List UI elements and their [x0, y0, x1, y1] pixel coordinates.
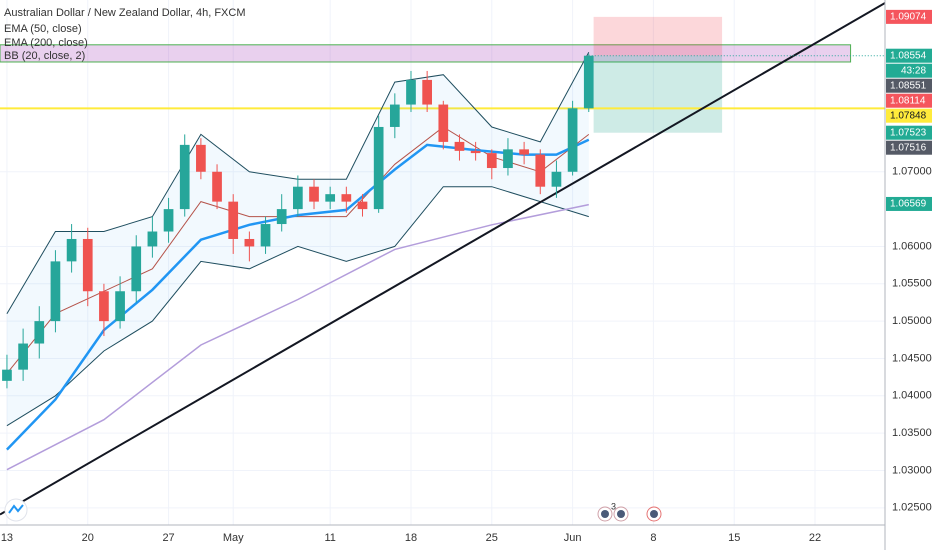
candle-body [131, 246, 142, 292]
price-label: 1.07848 [890, 110, 927, 121]
candle-body [212, 171, 222, 202]
candle-body [2, 369, 12, 381]
x-tick-label: May [223, 532, 244, 544]
events-badge: 3 [611, 501, 616, 511]
candle-body [309, 186, 319, 202]
candle-body [179, 144, 190, 210]
price-label-bg [886, 125, 932, 140]
candle-body [454, 141, 465, 151]
bb-lower [6, 186, 589, 427]
x-tick-label: 13 [1, 532, 13, 544]
x-tick-label: Jun [564, 532, 582, 544]
legend: Australian Dollar / New Zealand Dollar, … [4, 7, 245, 62]
price-label-bg [886, 78, 932, 93]
y-tick-label: 1.04000 [892, 390, 932, 402]
price-label: 1.08551 [890, 80, 927, 91]
legend-entry: EMA (50, close) [4, 23, 82, 35]
candle-body [196, 144, 206, 172]
candle-body [503, 149, 513, 169]
logo-mark [8, 504, 24, 514]
chart-title: Australian Dollar / New Zealand Dollar, … [4, 7, 245, 19]
target-area [593, 55, 723, 133]
trend-line [0, 2, 885, 516]
x-tick-label: 8 [650, 532, 656, 544]
candle-body [373, 126, 384, 210]
ema-line [6, 203, 589, 471]
price-label: 1.07516 [890, 142, 927, 153]
price-label-bg [886, 93, 932, 108]
y-tick-label: 1.05000 [892, 315, 932, 327]
x-tick-label: 25 [486, 532, 498, 544]
candle-body [406, 79, 416, 105]
candle-body [66, 238, 77, 262]
candle-body [228, 201, 239, 239]
stop-area [593, 16, 723, 56]
candle-body [99, 291, 109, 322]
price-label: 1.08554 [890, 50, 927, 61]
price-label-bg [886, 140, 932, 155]
price-label: 1.07523 [890, 127, 927, 138]
candle-body [389, 104, 400, 127]
candle-body [82, 238, 93, 292]
countdown: 43:28 [901, 65, 926, 76]
candle-body [115, 291, 125, 322]
y-tick-label: 1.02500 [892, 502, 932, 514]
x-tick-label: 20 [82, 532, 94, 544]
candle-body [325, 194, 336, 202]
y-tick-label: 1.05500 [892, 278, 932, 290]
event-icon-core [601, 510, 609, 518]
event-icon-core [650, 510, 658, 518]
legend-entry: BB (20, close, 2) [4, 50, 85, 62]
candle-body [583, 55, 594, 109]
x-tick-label: 22 [809, 532, 821, 544]
resistance-zone [0, 44, 852, 63]
candle-body [470, 150, 481, 154]
candle-body [276, 209, 287, 225]
candle-body [147, 231, 158, 247]
price-label-bg [886, 48, 932, 63]
y-tick-label: 1.07000 [892, 166, 932, 178]
event-icon-core [617, 510, 625, 518]
events[interactable]: 3 [597, 501, 662, 522]
candle-body [422, 79, 432, 105]
price-label-bg [886, 108, 932, 123]
price-label-bg [886, 196, 932, 211]
candle-body [357, 201, 368, 210]
candle-body [244, 238, 255, 247]
candle-body [519, 149, 529, 155]
price-label: 1.08114 [890, 95, 926, 106]
candle-body [567, 108, 578, 172]
candle-body [18, 343, 28, 370]
x-tick-label: 11 [324, 532, 335, 544]
legend-entry: EMA (200, close) [4, 37, 88, 49]
countdown-bg [886, 63, 932, 78]
y-tick-label: 1.03500 [892, 427, 932, 439]
candle-body [293, 186, 303, 210]
candle-body [50, 261, 61, 322]
candle-body [438, 104, 449, 142]
price-label: 1.09074 [890, 12, 927, 23]
candle-body [551, 171, 562, 187]
x-tick-label: 15 [728, 532, 740, 544]
ema-line [6, 138, 590, 451]
x-tick-label: 18 [405, 532, 417, 544]
price-label-bg [886, 9, 932, 24]
candle-body [486, 153, 497, 169]
y-tick-label: 1.06000 [892, 240, 932, 252]
tv-logo[interactable] [4, 498, 28, 522]
x-tick-label: 27 [162, 532, 174, 544]
candle-body [163, 209, 174, 232]
y-tick-label: 1.03000 [892, 464, 932, 476]
price-label: 1.06569 [890, 199, 927, 210]
y-tick-label: 1.04500 [892, 352, 932, 364]
candle-body [341, 194, 352, 202]
candle-body [34, 321, 45, 344]
candle-body [535, 154, 546, 187]
candle-body [260, 224, 271, 247]
